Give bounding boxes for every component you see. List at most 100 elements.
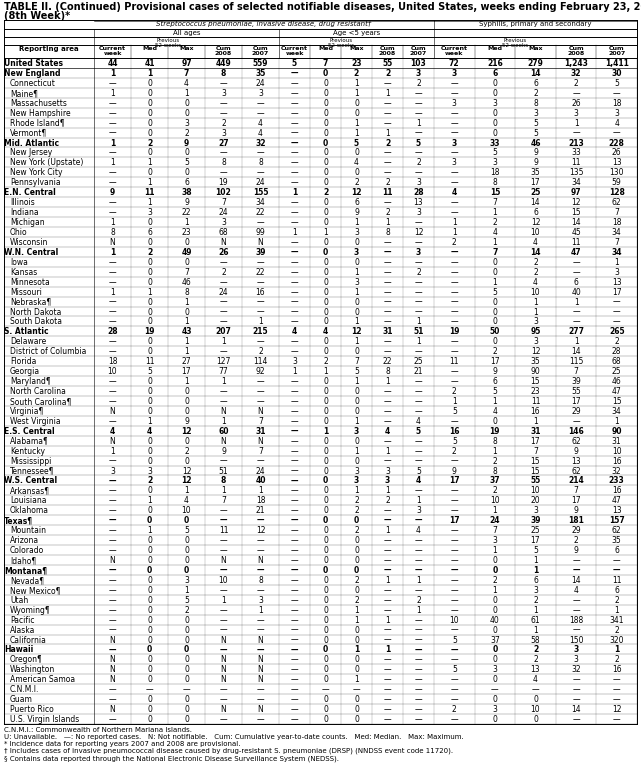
Text: 0: 0 <box>147 546 152 555</box>
Text: 1: 1 <box>147 198 152 207</box>
Text: 2: 2 <box>184 128 189 138</box>
Text: —: — <box>256 626 264 634</box>
Text: —: — <box>384 278 391 287</box>
Text: 9: 9 <box>354 208 359 217</box>
Text: —: — <box>256 258 264 267</box>
Text: 7: 7 <box>258 417 263 426</box>
Text: —: — <box>572 596 580 604</box>
Text: N: N <box>258 655 263 664</box>
Text: 5: 5 <box>452 407 457 416</box>
Text: 2: 2 <box>184 606 189 614</box>
Text: 1: 1 <box>258 606 263 614</box>
Text: —: — <box>384 158 391 168</box>
Text: 31: 31 <box>382 328 393 336</box>
Text: Pennsylvania: Pennsylvania <box>10 178 61 188</box>
Text: —: — <box>109 576 116 585</box>
Text: 3: 3 <box>147 208 152 217</box>
Text: 5: 5 <box>292 59 297 68</box>
Text: —: — <box>256 457 264 465</box>
Text: 3: 3 <box>221 89 226 98</box>
Text: —: — <box>451 566 458 575</box>
Text: —: — <box>290 377 298 386</box>
Text: —: — <box>109 338 116 346</box>
Text: —: — <box>109 148 116 158</box>
Text: 29: 29 <box>571 526 581 535</box>
Text: —: — <box>109 626 116 634</box>
Text: 0: 0 <box>184 635 189 644</box>
Text: 1: 1 <box>574 298 578 307</box>
Text: —: — <box>290 467 298 475</box>
Text: 0: 0 <box>323 288 328 297</box>
Text: 6: 6 <box>147 228 152 237</box>
Text: —: — <box>109 645 116 654</box>
Text: 32: 32 <box>571 69 581 78</box>
Text: Current
week: Current week <box>99 46 126 56</box>
Text: 9: 9 <box>184 198 189 207</box>
Text: 15: 15 <box>571 208 581 217</box>
Text: 2: 2 <box>385 69 390 78</box>
Text: 188: 188 <box>569 616 583 624</box>
Text: 4: 4 <box>184 79 189 88</box>
Text: 0: 0 <box>184 566 189 575</box>
Text: 2: 2 <box>354 596 359 604</box>
Text: —: — <box>384 318 391 327</box>
Text: 1: 1 <box>385 128 390 138</box>
Text: —: — <box>451 79 458 88</box>
Text: 8: 8 <box>492 467 497 475</box>
Text: 92: 92 <box>256 367 265 376</box>
Text: 3: 3 <box>354 427 359 436</box>
Text: 4: 4 <box>354 158 359 168</box>
Text: 32: 32 <box>255 138 266 148</box>
Text: 1: 1 <box>354 128 359 138</box>
Text: 0: 0 <box>147 89 152 98</box>
Text: —: — <box>572 695 580 704</box>
Text: 0: 0 <box>323 348 328 356</box>
Text: Missouri: Missouri <box>10 288 42 297</box>
Text: Med: Med <box>142 46 157 51</box>
Text: 16: 16 <box>612 487 622 495</box>
Text: 12: 12 <box>531 218 540 227</box>
Text: 3: 3 <box>452 138 457 148</box>
Text: 3: 3 <box>221 218 226 227</box>
Text: 2: 2 <box>258 348 263 356</box>
Text: Tennessee¶: Tennessee¶ <box>10 467 54 475</box>
Text: —: — <box>290 387 298 396</box>
Text: —: — <box>415 238 422 247</box>
Text: —: — <box>384 338 391 346</box>
Text: 61: 61 <box>531 616 540 624</box>
Text: —: — <box>290 407 298 416</box>
Text: 17: 17 <box>571 397 581 406</box>
Text: 99: 99 <box>256 228 265 237</box>
Text: 0: 0 <box>184 516 189 525</box>
Text: 1: 1 <box>184 89 189 98</box>
Text: 0: 0 <box>184 407 189 416</box>
Text: —: — <box>451 695 458 704</box>
Text: 24: 24 <box>219 288 228 297</box>
Text: —: — <box>572 626 580 634</box>
Text: 0: 0 <box>323 447 328 456</box>
Text: —: — <box>290 208 298 217</box>
Text: 34: 34 <box>612 248 622 257</box>
Text: —: — <box>451 457 458 465</box>
Text: 51: 51 <box>219 467 228 475</box>
Text: 103: 103 <box>411 59 426 68</box>
Text: 27: 27 <box>218 138 229 148</box>
Text: 0: 0 <box>323 118 328 128</box>
Text: 1: 1 <box>354 675 359 684</box>
Text: 0: 0 <box>184 675 189 684</box>
Text: —: — <box>220 258 228 267</box>
Text: 3: 3 <box>492 158 497 168</box>
Text: 8: 8 <box>221 477 226 485</box>
Text: —: — <box>384 238 391 247</box>
Text: 0: 0 <box>147 278 152 287</box>
Text: 1: 1 <box>110 69 115 78</box>
Text: 2: 2 <box>574 79 578 88</box>
Text: 214: 214 <box>568 477 584 485</box>
Text: 2: 2 <box>323 358 328 366</box>
Text: 2: 2 <box>533 596 538 604</box>
Text: —: — <box>384 98 391 108</box>
Text: —: — <box>109 536 116 545</box>
Text: 2: 2 <box>574 536 578 545</box>
Text: 2: 2 <box>452 447 456 456</box>
Text: 32: 32 <box>612 467 622 475</box>
